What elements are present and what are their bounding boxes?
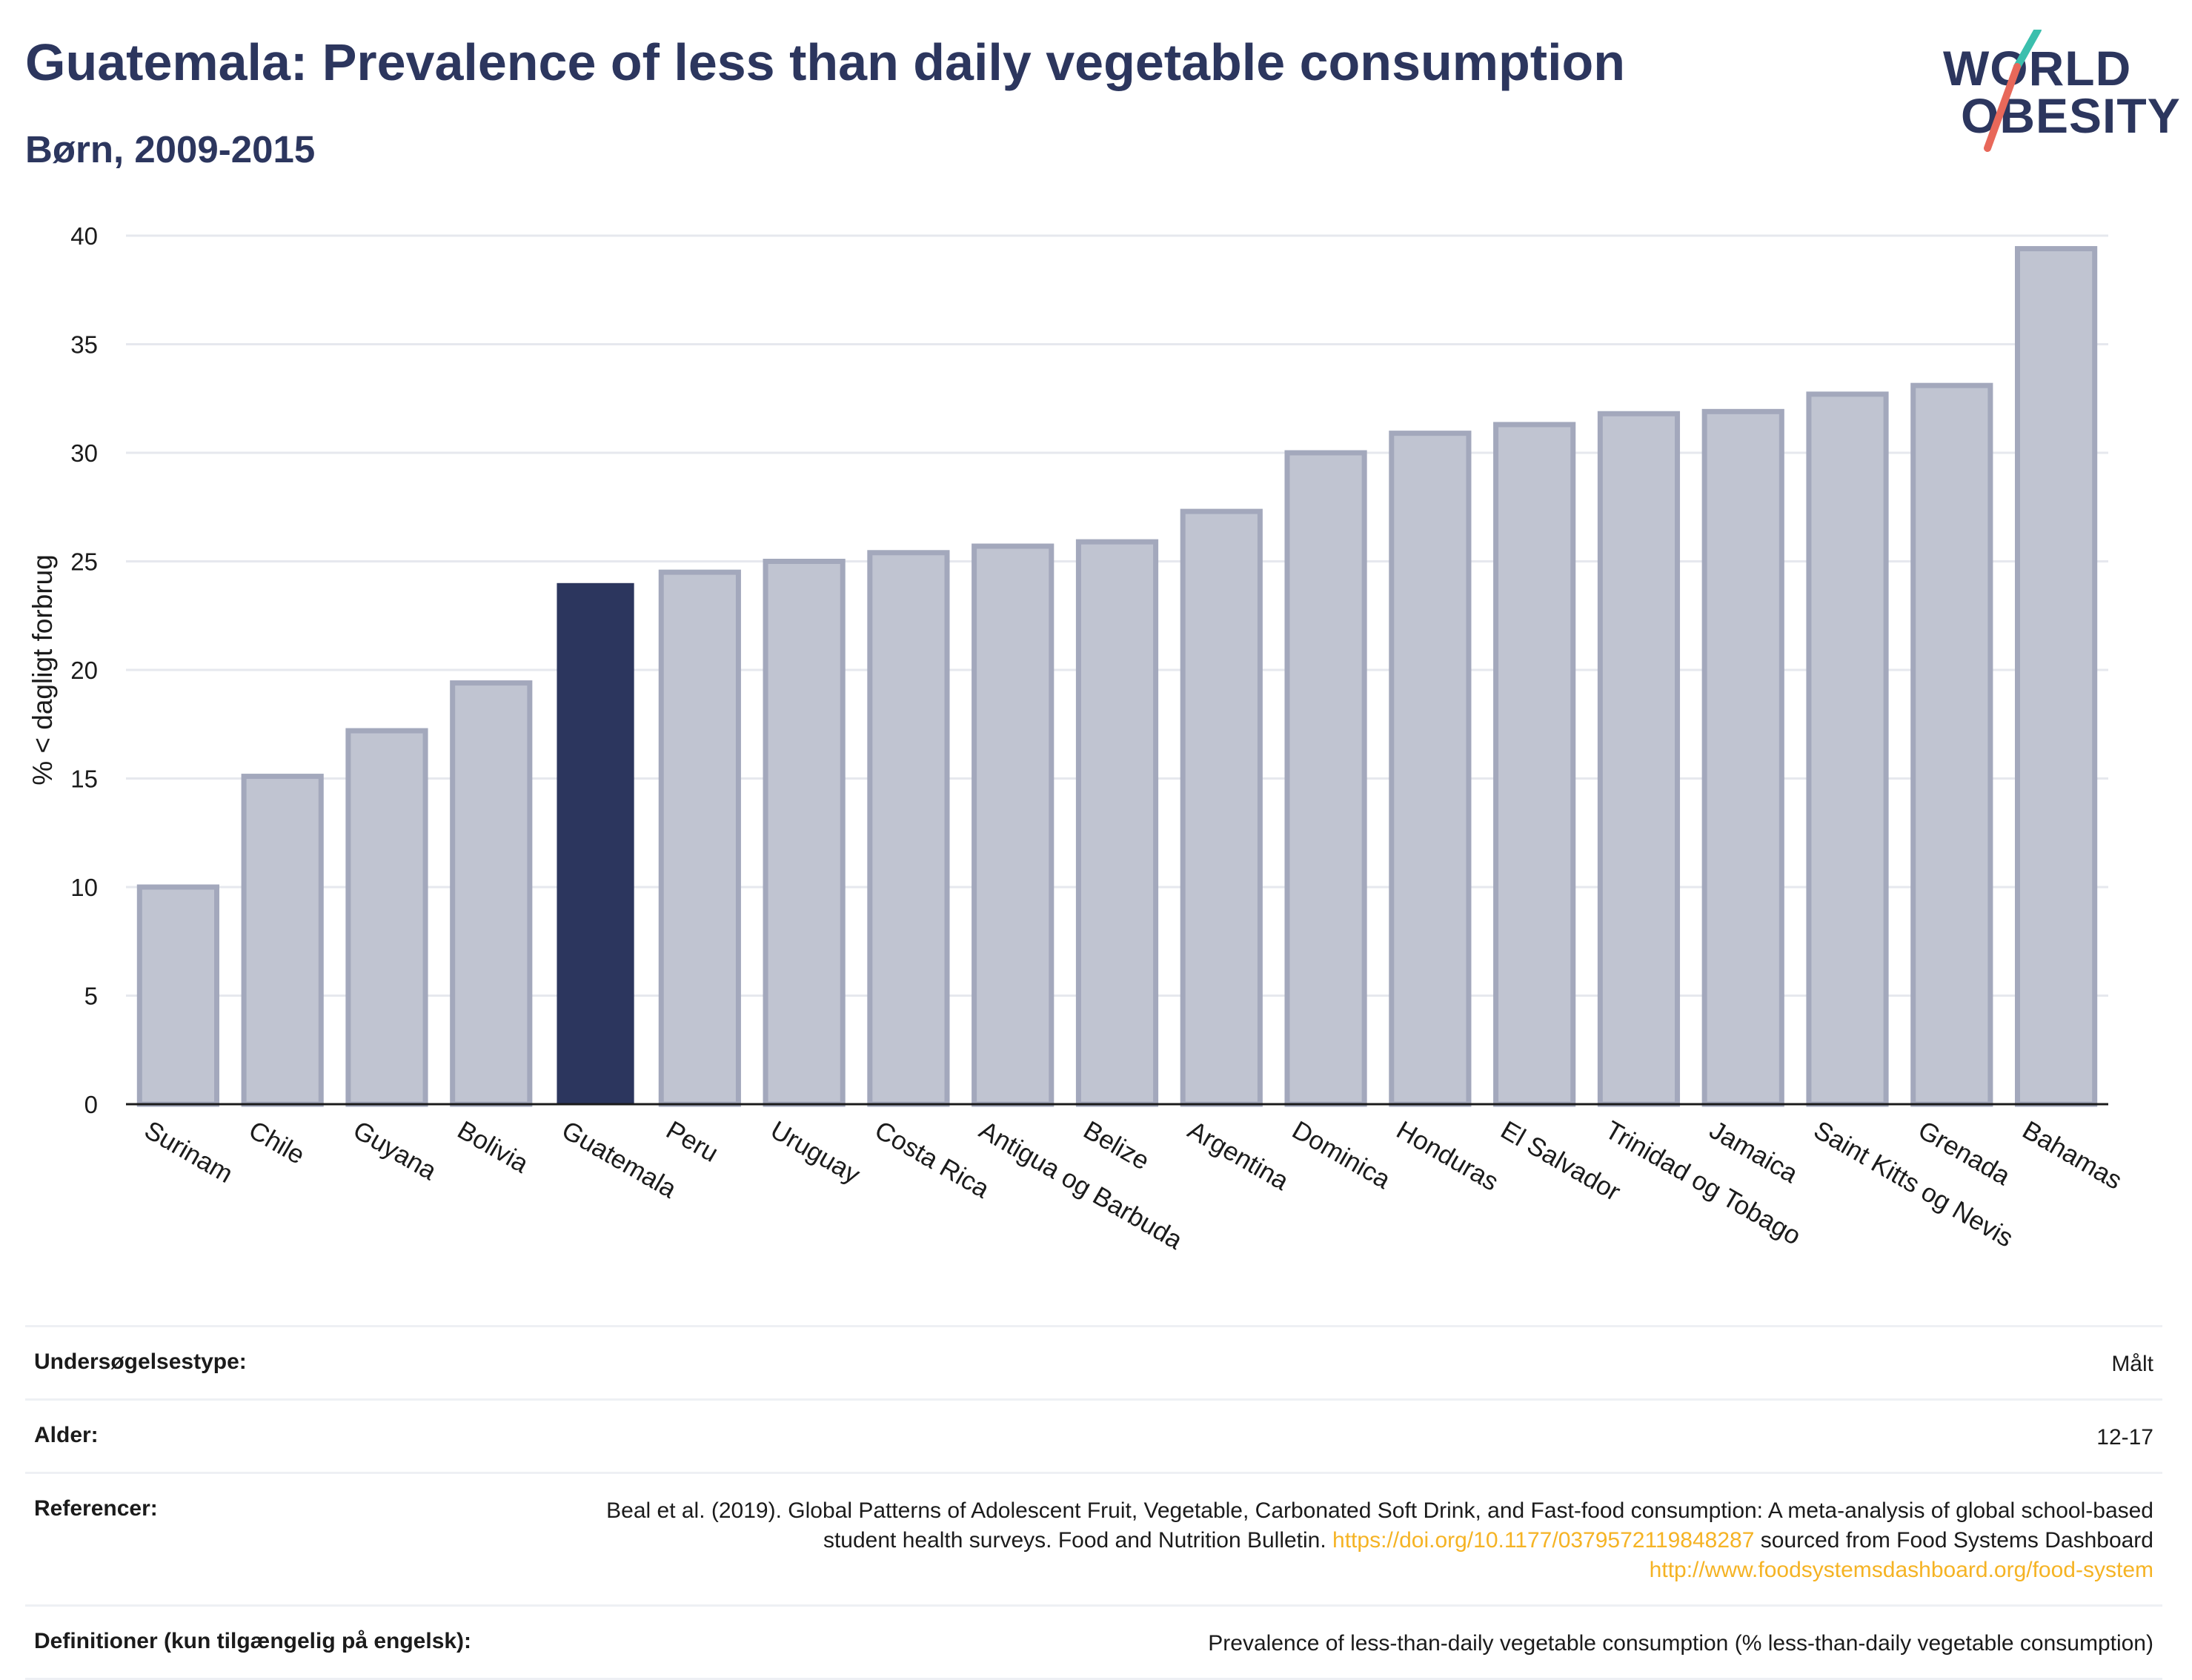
y-tick-label: 0	[84, 1091, 98, 1118]
info-row: Undersøgelsestype: Målt	[25, 1325, 2162, 1398]
y-tick-label: 15	[70, 766, 98, 793]
x-tick-label: Chile	[244, 1115, 310, 1170]
bar-chart: 0 5 10 15 20 25 30 35 40 % < dagligt forbrug Surin…	[27, 222, 2128, 1255]
x-tick-label: Guatemala	[557, 1115, 682, 1204]
info-row: Definitioner (kun tilgængelig på engelsk…	[25, 1604, 2162, 1680]
world-obesity-logo: WORLD OBESITY	[1927, 30, 2180, 156]
bar-guyana	[345, 728, 428, 1107]
info-key: Referencer:	[34, 1496, 158, 1521]
bar-peru	[658, 569, 741, 1107]
logo-line-1: WORLD	[1943, 41, 2132, 96]
reference-text: sourced from Food Systems Dashboard	[1754, 1528, 2153, 1553]
y-tick-label: 20	[70, 657, 98, 684]
bar-grenada	[1910, 382, 1993, 1107]
logo-slash-icon	[1984, 30, 2042, 152]
bar-uruguay	[763, 559, 846, 1107]
info-table: Undersøgelsestype: Målt Alder: 12-17 Referen…	[25, 1325, 2162, 1680]
page-title: Guatemala: Prevalence of less than daily…	[25, 33, 1626, 91]
reference-link[interactable]: https://doi.org/10.1177/0379572119848287	[1332, 1528, 1755, 1553]
x-tick-label: Honduras	[1392, 1115, 1504, 1197]
bar-surinam	[136, 884, 219, 1107]
x-tick-label: Peru	[661, 1115, 723, 1168]
y-tick-label: 10	[70, 874, 98, 901]
y-tick-label: 35	[70, 331, 98, 359]
bar-honduras	[1389, 431, 1472, 1107]
x-tick-label: Guyana	[348, 1115, 442, 1186]
info-value: Beal et al. (2019). Global Patterns of A…	[582, 1496, 2153, 1585]
info-row: Alder: 12-17	[25, 1398, 2162, 1472]
reference-link[interactable]: http://www.foodsystemsdashboard.org/food…	[1649, 1558, 2153, 1582]
reference-text: Beal et al. (2019). Global Patterns of A…	[606, 1498, 2153, 1553]
y-tick-label: 30	[70, 439, 98, 467]
y-axis-label: % < dagligt forbrug	[27, 554, 58, 786]
bar-el-salvador	[1493, 422, 1576, 1107]
info-key: Definitioner (kun tilgængelig på engelsk…	[34, 1629, 472, 1653]
info-row: Referencer: Beal et al. (2019). Global Pa…	[25, 1472, 2162, 1604]
bar-bahamas	[2015, 246, 2098, 1107]
info-value: Prevalence of less-than-daily vegetable …	[1208, 1631, 2153, 1656]
y-tick-label: 5	[84, 983, 98, 1010]
bar-antigua-og-barbuda	[972, 543, 1055, 1107]
bar-belize	[1075, 539, 1159, 1107]
x-tick-label: Trinidad og Tobago	[1600, 1115, 1805, 1251]
x-tick-label: Saint Kitts og Nevis	[1809, 1115, 2018, 1253]
x-tick-label: Surinam	[139, 1115, 237, 1189]
bar-saint-kitts-og-nevis	[1806, 391, 1889, 1107]
page-subtitle: Børn, 2009-2015	[25, 128, 316, 170]
bar-trinidad-og-tobago	[1597, 411, 1681, 1107]
x-tick-label: Bahamas	[2018, 1115, 2128, 1195]
info-value: 12-17	[2096, 1425, 2153, 1450]
info-key: Undersøgelsestype:	[34, 1349, 247, 1374]
info-key: Alder:	[34, 1423, 99, 1447]
x-tick-label: Bolivia	[453, 1115, 534, 1179]
x-tick-label: Belize	[1079, 1115, 1155, 1175]
bar-jamaica	[1701, 408, 1784, 1107]
y-tick-label: 40	[70, 222, 98, 250]
bar-chile	[241, 774, 324, 1107]
x-tick-label: Argentina	[1183, 1115, 1294, 1196]
x-tick-label: Costa Rica	[870, 1115, 994, 1204]
x-tick-label: Uruguay	[765, 1115, 866, 1189]
x-tick-label: Dominica	[1287, 1115, 1395, 1195]
bar-bolivia	[450, 680, 533, 1107]
y-tick-label: 25	[70, 548, 98, 576]
bar-guatemala	[557, 582, 634, 1104]
info-value: Målt	[2111, 1352, 2153, 1376]
bar-argentina	[1180, 508, 1263, 1107]
bar-costa-rica	[867, 550, 950, 1107]
bar-dominica	[1284, 450, 1367, 1107]
